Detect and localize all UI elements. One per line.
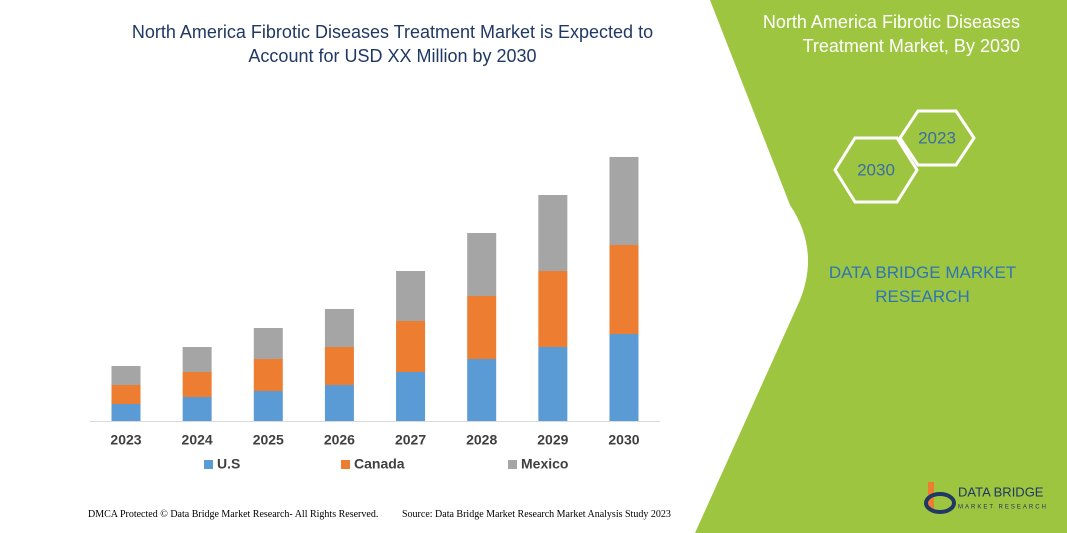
legend-swatch [204,460,213,469]
legend-label: Mexico [521,456,568,472]
bar-segment [324,309,354,347]
logo-name: DATA BRIDGE [958,484,1044,499]
bar-segment [182,397,212,421]
x-tick-label: 2024 [182,432,213,448]
logo-icon [924,482,956,514]
bar-segment [609,334,639,421]
x-tick-label: 2025 [253,432,284,448]
hexagon-label: 2023 [918,128,956,147]
bar-segment [324,385,354,421]
legend-label: Canada [354,456,405,472]
bar-segment [253,391,283,421]
bar-segment [396,321,426,372]
legend-label: U.S [217,456,240,472]
bar-segment [111,404,141,421]
x-tick-label: 2027 [395,432,426,448]
plot: 2023 2024 2025 2026 2027 2028 2029 2030 U.S Canad… [110,157,640,472]
bar-segment [467,296,497,359]
copyright: DMCA Protected © Data Bridge Market Rese… [88,509,379,520]
bar-segment [111,385,141,404]
bar-segment [538,195,568,271]
bar-segment [467,359,497,421]
bar-segment [111,366,141,385]
hexagon [898,109,976,167]
bar-segment [253,328,283,359]
bar-segment [467,233,497,296]
bar-segment [253,359,283,391]
bar-segment [538,271,568,347]
chart-title: North America Fibrotic Diseases Treatmen… [131,22,654,66]
hexagon [833,136,919,204]
legend-swatch [341,460,350,469]
x-tick-label: 2030 [608,432,639,448]
legend-swatch [508,460,517,469]
hexagon-label: 2030 [857,160,895,179]
brand-name: DATA BRIDGE MARKET RESEARCH [828,263,1017,306]
x-tick-label: 2026 [324,432,355,448]
side-panel-bg [695,0,1067,533]
bar-segment [609,245,639,334]
bar-segment [324,347,354,385]
bar-segment [182,372,212,397]
logo-bowl [924,492,956,514]
bar-segment [609,157,639,245]
bar-segment [538,347,568,421]
bar-segment [396,372,426,421]
logo-tagline: MARKET RESEARCH [958,505,1048,511]
bar-segment [396,271,426,321]
x-tick-label: 2028 [466,432,497,448]
side-title: North America Fibrotic Diseases Treatmen… [762,12,1020,56]
bar-segment [182,347,212,372]
x-tick-label: 2023 [110,432,141,448]
source: Source: Data Bridge Market Research Mark… [402,509,671,520]
x-tick-label: 2029 [537,432,568,448]
